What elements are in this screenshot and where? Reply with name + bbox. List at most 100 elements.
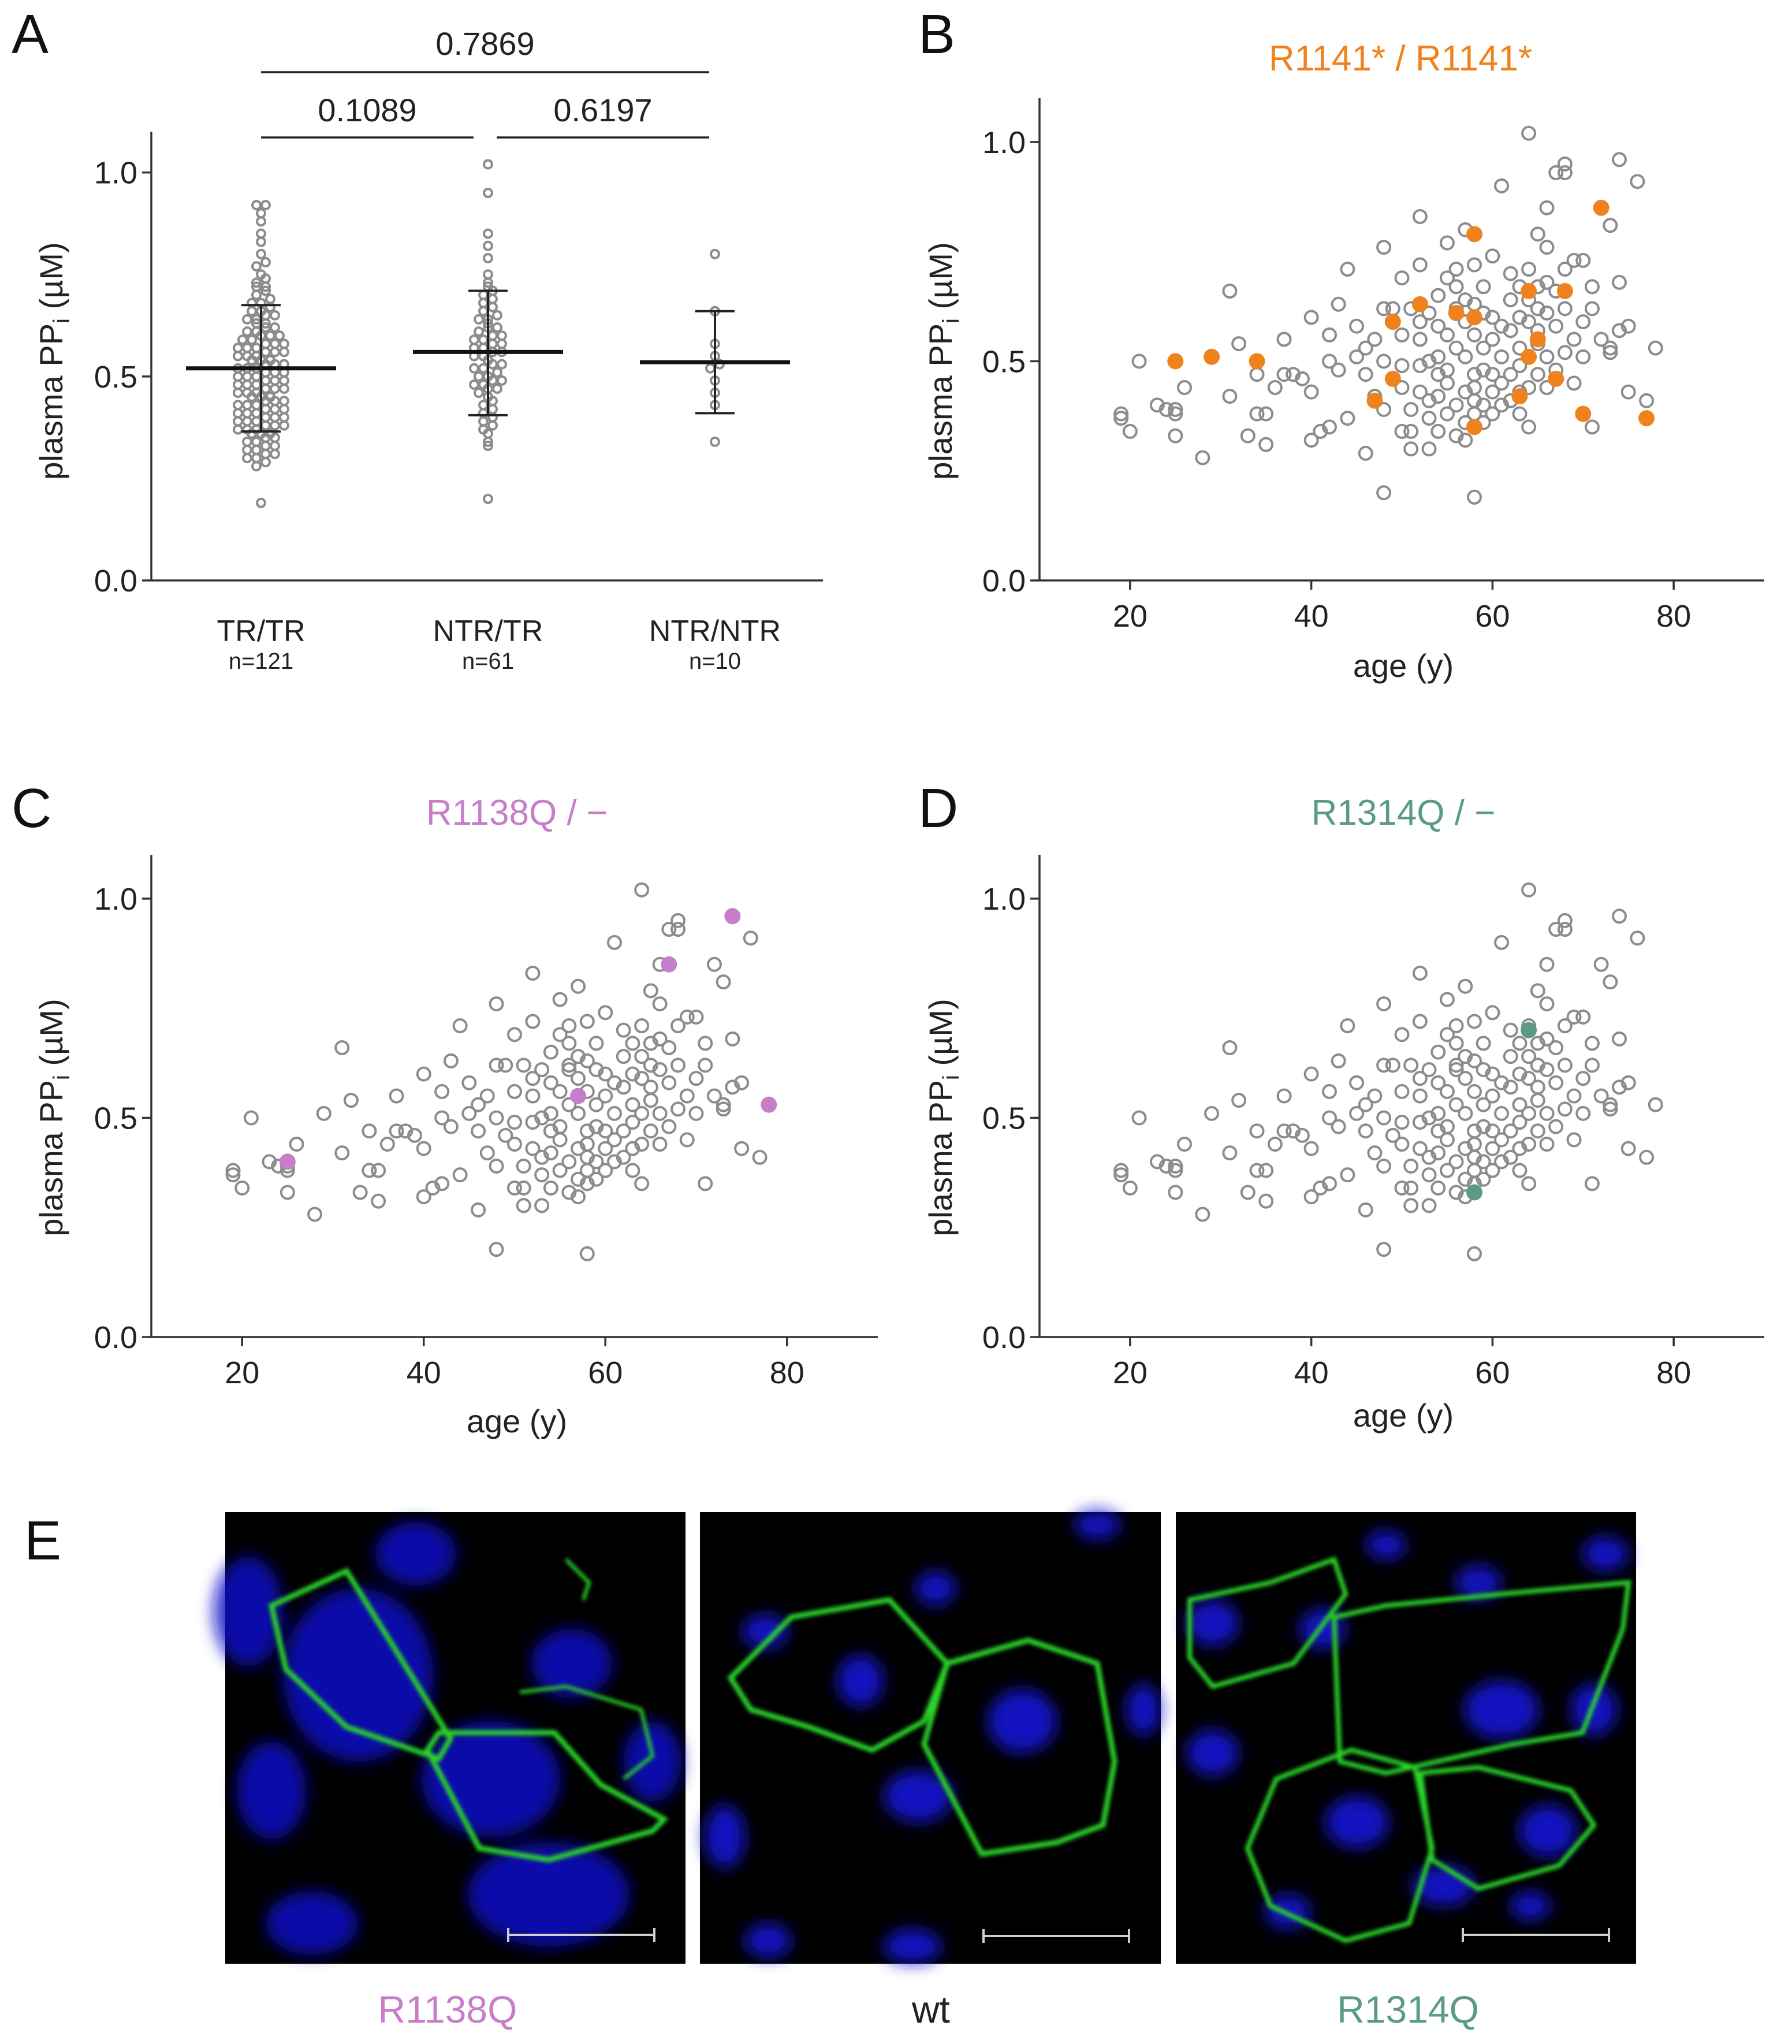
highlight-point (1167, 353, 1184, 370)
background-point (561, 1097, 577, 1112)
background-point (1494, 318, 1510, 334)
background-point (461, 1105, 477, 1121)
highlight-point (1366, 392, 1383, 409)
highlight-point (1521, 1022, 1537, 1038)
panel-a-point (251, 408, 262, 419)
highlight-point (1511, 388, 1528, 405)
background-point (679, 1132, 695, 1148)
background-point (1603, 218, 1618, 233)
background-point (1421, 305, 1437, 321)
panel-a-significance-brackets: 0.1089 0.6197 0.7869 (261, 25, 709, 139)
background-point (661, 1040, 677, 1055)
background-point (1430, 423, 1446, 439)
background-point (534, 1149, 550, 1165)
panel-a-point (265, 355, 275, 366)
background-point (1403, 1058, 1419, 1073)
background-point (625, 1115, 640, 1130)
background-point (1168, 1163, 1183, 1178)
background-point (1430, 389, 1446, 404)
background-point (225, 1163, 241, 1178)
background-point (643, 1123, 658, 1139)
background-point (1494, 1075, 1510, 1090)
background-point (643, 1079, 658, 1095)
background-point (1231, 1093, 1247, 1108)
background-point (1439, 992, 1455, 1007)
panel-a-point (483, 440, 493, 451)
micrograph-r1314q-scale-bar (1462, 1928, 1610, 1942)
background-point (1412, 965, 1428, 981)
background-point (1249, 1123, 1265, 1139)
background-point (1539, 1137, 1555, 1152)
background-point (1512, 1097, 1528, 1112)
background-point (561, 1018, 577, 1034)
background-point (1539, 349, 1555, 364)
background-point (1476, 1062, 1491, 1077)
panel-a-point (478, 416, 489, 427)
background-point (1530, 1123, 1545, 1139)
panel-a-point (487, 330, 498, 341)
background-point (1448, 1062, 1464, 1077)
background-point (706, 956, 722, 972)
background-point (725, 1079, 740, 1095)
background-point (716, 974, 731, 990)
background-point (1367, 1145, 1383, 1161)
background-point (1331, 296, 1346, 312)
background-point (452, 1018, 468, 1034)
panel-a-point (270, 420, 280, 431)
background-point (1503, 1079, 1518, 1095)
background-point (371, 1163, 386, 1178)
background-point (1113, 1163, 1129, 1178)
background-point (571, 1071, 586, 1086)
background-point (1593, 956, 1609, 972)
highlight-point (1466, 419, 1482, 435)
category-n-label: n=10 (689, 649, 741, 674)
panel-a-point (260, 440, 271, 451)
panel-a-point (279, 404, 289, 415)
background-point (1113, 1167, 1129, 1183)
background-point (1131, 1110, 1147, 1126)
panel-a-point (474, 371, 484, 382)
background-point (1394, 1137, 1410, 1152)
panel-a-point (233, 408, 243, 419)
background-point (280, 1185, 295, 1200)
background-point (543, 1123, 558, 1139)
background-point (1612, 1079, 1627, 1095)
micrograph-r1138q (214, 1512, 685, 1964)
background-point (1448, 1018, 1464, 1034)
panel-a-point (251, 379, 262, 390)
highlight-point (661, 956, 677, 973)
background-point (1349, 349, 1365, 364)
background-point (1149, 397, 1165, 413)
background-point (1494, 1154, 1510, 1170)
background-point (1566, 1009, 1582, 1025)
panel-a-point (256, 228, 266, 239)
background-point (1258, 1163, 1274, 1178)
panel-a-point (256, 236, 266, 247)
background-point (1195, 450, 1210, 466)
background-point (398, 1123, 413, 1139)
background-point (489, 996, 504, 1012)
background-point (543, 1044, 558, 1060)
panel-a-point (242, 444, 252, 455)
background-point (1303, 310, 1319, 325)
background-point (516, 1058, 531, 1073)
background-point (1476, 1171, 1491, 1187)
background-point (1485, 1066, 1500, 1082)
panel-a-point (251, 461, 262, 472)
background-point (1376, 996, 1392, 1012)
background-point (1485, 1088, 1500, 1104)
background-point (1403, 1198, 1419, 1213)
panel-a-point (483, 493, 493, 504)
background-point (1385, 1127, 1400, 1143)
background-point (1548, 165, 1564, 181)
background-point (1394, 270, 1410, 286)
panel-a-point (478, 334, 489, 345)
panel-c-x-axis-label: age (y) (467, 1403, 567, 1439)
background-point (606, 1154, 622, 1170)
highlight-point (1575, 405, 1592, 422)
category-label: NTR/TR (433, 615, 543, 648)
background-point (1276, 1088, 1292, 1104)
background-point (1439, 1132, 1455, 1148)
background-point (1458, 1171, 1473, 1187)
background-point (1458, 292, 1473, 308)
